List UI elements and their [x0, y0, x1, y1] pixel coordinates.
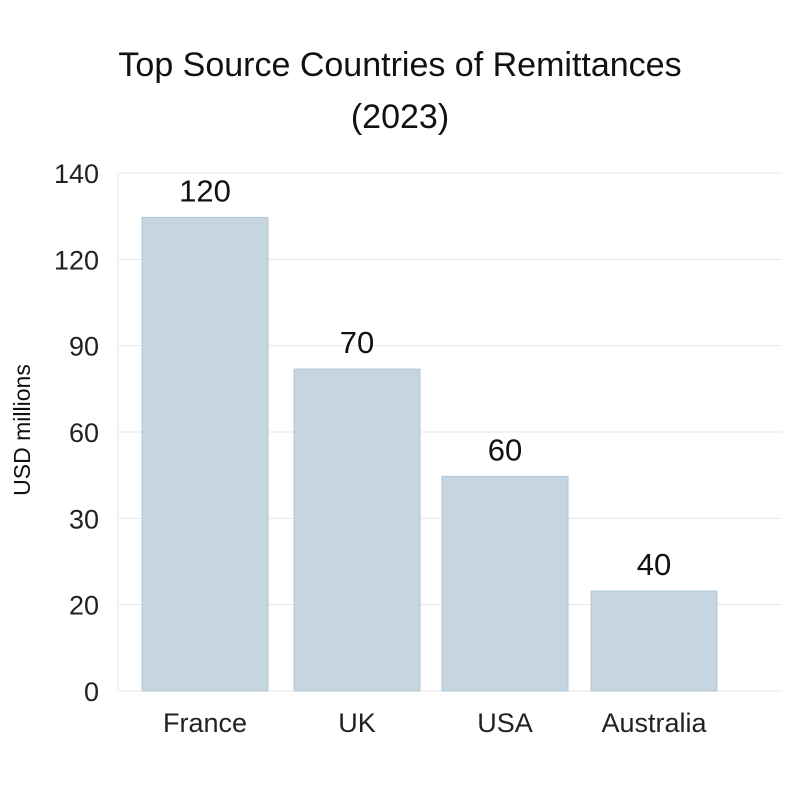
x-category-label-france: France: [163, 708, 247, 738]
y-tick-label-60: 60: [69, 418, 99, 448]
x-category-label-uk: UK: [338, 708, 376, 738]
y-tick-label-90: 90: [69, 332, 99, 362]
y-tick-label-0: 0: [84, 677, 99, 707]
value-label-uk: 70: [340, 325, 374, 360]
value-label-australia: 40: [637, 547, 671, 582]
value-label-usa: 60: [488, 432, 522, 467]
x-category-label-usa: USA: [477, 708, 533, 738]
bar-france: [141, 216, 269, 692]
y-tick-label-30: 30: [69, 504, 99, 534]
labels-layer: 0 20 30 60 90 120 140 120 France 70 UK 60 USA 40 Austr…: [54, 159, 708, 738]
y-tick-label-20: 20: [69, 591, 99, 621]
y-axis-label: USD millions: [9, 364, 35, 496]
bar-australia: [590, 590, 718, 692]
x-category-label-australia: Australia: [601, 708, 707, 738]
value-label-france: 120: [179, 173, 231, 208]
bars-layer: [141, 216, 718, 692]
y-tick-label-140: 140: [54, 159, 99, 189]
bar-usa: [441, 475, 569, 692]
chart-title-line-1: Top Source Countries of Remittances: [118, 46, 682, 84]
y-tick-label-120: 120: [54, 245, 99, 275]
chart-title-line-2: (2023): [350, 98, 450, 136]
bar-uk: [293, 368, 421, 692]
